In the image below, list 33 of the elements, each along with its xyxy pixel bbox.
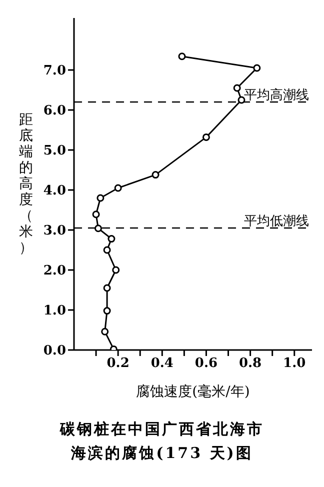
ref-line-label: 平均高潮线 [244, 87, 309, 103]
y-tick-label: 3.0 [43, 224, 66, 239]
y-tick-label: 4.0 [43, 184, 66, 199]
x-tick-label: 0.2 [106, 356, 130, 372]
point [103, 246, 111, 254]
y-tick-label: 7.0 [43, 64, 66, 79]
x-tick-label: 0.8 [238, 356, 262, 372]
point [92, 210, 100, 218]
x-axis-title: 腐蚀速度(毫米/年) [136, 384, 250, 400]
text: 距底端的高度（米） [19, 112, 33, 256]
point [114, 184, 122, 192]
y-tick-label: 5.0 [43, 144, 66, 159]
point [233, 84, 241, 92]
y-tick-label: 0.0 [43, 344, 66, 359]
point [101, 328, 109, 336]
point [103, 284, 111, 292]
x-tick-label: 0.4 [150, 356, 174, 372]
point [94, 224, 102, 232]
x-tick-label: 1.0 [283, 356, 306, 372]
point [108, 235, 116, 243]
point [152, 171, 160, 179]
x-tick-label: 0.6 [194, 356, 218, 372]
y-tick-label: 2.0 [43, 264, 66, 279]
point [253, 64, 261, 72]
y-tick-label: 1.0 [43, 304, 66, 319]
text: 碳钢桩在中国广西省北海市海滨的腐蚀(173 天)图 [58, 419, 265, 464]
point [103, 307, 111, 315]
point [178, 52, 186, 60]
point [96, 194, 104, 202]
ref-line-label: 平均低潮线 [244, 214, 309, 229]
point [202, 133, 210, 141]
y-tick-label: 6.0 [43, 104, 66, 119]
point [112, 266, 120, 274]
